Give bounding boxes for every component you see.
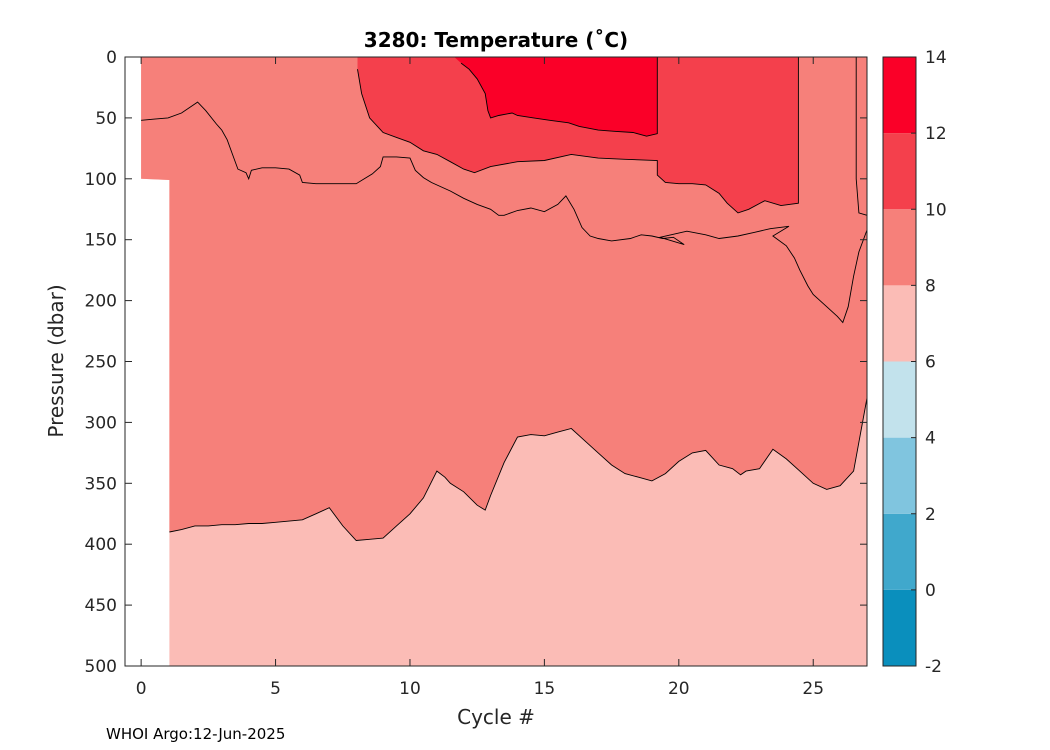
chart-title: 3280: Temperature (˚C)	[364, 28, 628, 52]
colorbar-tick-label: 2	[925, 505, 936, 525]
colorbar-band	[883, 285, 916, 362]
region-8-10-edge	[856, 57, 867, 216]
contour-10-edge	[855, 57, 868, 216]
y-axis-label: Pressure (dbar)	[44, 284, 68, 437]
contour-10	[141, 101, 868, 324]
contour-8	[169, 397, 868, 541]
x-tick-label: 15	[534, 679, 556, 699]
y-tick-label: 300	[85, 413, 117, 433]
y-tick-label: 200	[85, 292, 117, 312]
colorbar-band	[883, 513, 916, 590]
y-tick-label: 150	[85, 231, 117, 251]
y-tick-label: 100	[85, 170, 117, 190]
colorbar-band	[883, 209, 916, 286]
colorbar-tick-label: 12	[925, 124, 947, 144]
footer-credit: WHOI Argo:12-Jun-2025	[106, 725, 286, 743]
colorbar-tick-label: 6	[925, 353, 936, 373]
contour-14-outline	[454, 56, 658, 137]
contour-plot	[141, 56, 868, 666]
colorbar-band	[883, 133, 916, 210]
y-tick-label: 350	[85, 474, 117, 494]
colorbar-tick-label: 8	[925, 276, 936, 296]
x-tick-label: 20	[668, 679, 690, 699]
colorbar-band	[883, 589, 916, 666]
y-tick-label: 50	[95, 109, 117, 129]
y-tick-label: 500	[85, 657, 117, 677]
colorbar-band	[883, 57, 916, 134]
contour-12-outline	[357, 56, 799, 214]
y-tick-label: 450	[85, 596, 117, 616]
colorbar-tick-label: -2	[925, 657, 942, 677]
colorbar-band	[883, 437, 916, 514]
x-axis-label: Cycle #	[457, 705, 535, 729]
region-10-12	[357, 57, 799, 213]
colorbar-tick-label: 4	[925, 429, 936, 449]
x-tick-label: 10	[399, 679, 421, 699]
colorbar-tick-label: 0	[925, 581, 936, 601]
colorbar-tick-label: 14	[925, 48, 947, 68]
x-tick-label: 25	[802, 679, 824, 699]
x-tick-label: 5	[270, 679, 281, 699]
y-tick-label: 0	[106, 48, 117, 68]
colorbar-band	[883, 361, 916, 438]
colorbar-tick-label: 10	[925, 200, 947, 220]
region-12-14	[454, 57, 658, 137]
y-tick-label: 250	[85, 353, 117, 373]
x-tick-label: 0	[136, 679, 147, 699]
colorbar: -2 0 2 4 6 8 10 12 14	[882, 48, 947, 677]
y-tick-label: 400	[85, 535, 117, 555]
